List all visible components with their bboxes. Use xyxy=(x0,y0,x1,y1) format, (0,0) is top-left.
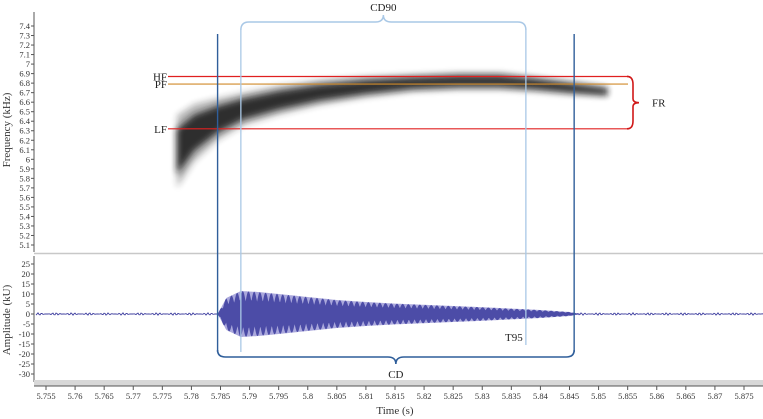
y-tick-label: -25 xyxy=(19,359,30,369)
spectrogram-panel: 5.15.25.35.45.55.65.75.85.966.16.26.36.4… xyxy=(19,12,763,252)
y-tick-label: 5.5 xyxy=(19,202,30,212)
cd-label: CD xyxy=(388,369,403,381)
cd90-brace xyxy=(240,14,527,31)
fr-brace-shape xyxy=(626,75,640,130)
spectrogram-blob xyxy=(176,72,608,188)
y-tick-label: 6.6 xyxy=(19,97,30,107)
x-tick-label: 5.755 xyxy=(36,391,55,401)
y-tick-label: 7.1 xyxy=(19,50,30,60)
x-tick-label: 5.875 xyxy=(734,391,753,401)
frequency-axis-label: Frequency (kHz) xyxy=(1,92,13,167)
y-tick-label: 6.2 xyxy=(19,135,30,145)
y-tick-label: -30 xyxy=(19,369,30,379)
y-tick-label: 5.4 xyxy=(19,211,30,221)
y-tick-label: 6.1 xyxy=(19,145,30,155)
x-tick-label: 5.87 xyxy=(707,391,722,401)
y-tick-label: 6.8 xyxy=(19,78,30,88)
x-tick-label: 5.81 xyxy=(358,391,373,401)
time-axis-label: Time (s) xyxy=(376,405,414,417)
fr-brace: FR xyxy=(626,75,666,130)
y-tick-label: -20 xyxy=(19,349,30,359)
y-tick-label: 5 xyxy=(26,299,30,309)
spectrogram-frame xyxy=(34,12,763,252)
y-tick-label: 6.5 xyxy=(19,107,30,117)
x-tick-label: 5.82 xyxy=(417,391,432,401)
y-tick-label: 5.6 xyxy=(19,192,30,202)
lf-label: LF xyxy=(154,124,167,136)
y-tick-label: 25 xyxy=(22,259,31,269)
waveform xyxy=(35,291,763,337)
annotations: CD90 CD T95 xyxy=(216,2,575,381)
y-tick-label: 6.4 xyxy=(19,116,30,126)
x-tick-label: 5.815 xyxy=(385,391,404,401)
x-tick-label: 5.76 xyxy=(68,391,83,401)
pf-label: PF xyxy=(155,79,167,91)
x-tick-label: 5.845 xyxy=(560,391,579,401)
y-tick-label: -5 xyxy=(23,319,30,329)
x-tick-label: 5.8 xyxy=(302,391,313,401)
waveform-signal xyxy=(217,291,582,337)
y-tick-label: 5.9 xyxy=(19,164,30,174)
x-tick-label: 5.805 xyxy=(327,391,346,401)
x-tick-label: 5.785 xyxy=(211,391,230,401)
x-tick-label: 5.77 xyxy=(126,391,141,401)
y-tick-label: 6.3 xyxy=(19,126,30,136)
x-tick-label: 5.865 xyxy=(676,391,695,401)
x-tick-label: 5.85 xyxy=(591,391,606,401)
x-tick-label: 5.855 xyxy=(618,391,637,401)
hf-label: HF xyxy=(153,71,167,83)
y-tick-label: 15 xyxy=(22,279,31,289)
amplitude-axis-label: Amplitude (kU) xyxy=(1,284,13,355)
y-tick-label: 7 xyxy=(26,59,30,69)
x-tick-label: 5.765 xyxy=(95,391,114,401)
y-tick-label: 7.2 xyxy=(19,40,30,50)
y-tick-label: -10 xyxy=(19,329,30,339)
y-tick-label: 6.7 xyxy=(19,88,30,98)
x-tick-label: 5.795 xyxy=(269,391,288,401)
y-tick-label: -15 xyxy=(19,339,30,349)
x-tick-label: 5.78 xyxy=(184,391,199,401)
y-tick-label: 6.9 xyxy=(19,69,30,79)
cd-brace xyxy=(216,349,575,365)
x-tick-label: 5.775 xyxy=(153,391,172,401)
x-tick-label: 5.79 xyxy=(242,391,257,401)
spectrogram-core xyxy=(176,75,608,175)
y-tick-label: 7.4 xyxy=(19,21,30,31)
y-tick-label: 20 xyxy=(22,269,31,279)
time-axis: 5.755 5.76 5.765 5.77 5.775 5.78 5.785 5.79 5.79… xyxy=(34,385,763,401)
cd90-label: CD90 xyxy=(370,2,397,14)
x-tick-label: 5.825 xyxy=(444,391,463,401)
fr-label: FR xyxy=(652,98,666,110)
y-tick-label: 5.8 xyxy=(19,173,30,183)
y-tick-label: 5.2 xyxy=(19,230,30,240)
x-tick-label: 5.86 xyxy=(649,391,664,401)
y-tick-label: 0 xyxy=(26,309,30,319)
y-tick-label: 6 xyxy=(26,154,30,164)
x-tick-label: 5.84 xyxy=(533,391,549,401)
x-tick-label: 5.835 xyxy=(502,391,521,401)
t95-label: T95 xyxy=(505,332,523,344)
y-tick-label: 5.7 xyxy=(19,183,30,193)
y-tick-label: 10 xyxy=(22,289,31,299)
x-tick-label: 5.83 xyxy=(475,391,490,401)
y-tick-label: 7.3 xyxy=(19,31,30,41)
bottom-band xyxy=(34,380,763,386)
y-tick-label: 5.1 xyxy=(19,240,30,250)
y-tick-label: 5.3 xyxy=(19,221,30,231)
spectrogram-y-axis: 5.15.25.35.45.55.65.75.85.966.16.26.36.4… xyxy=(19,12,35,252)
